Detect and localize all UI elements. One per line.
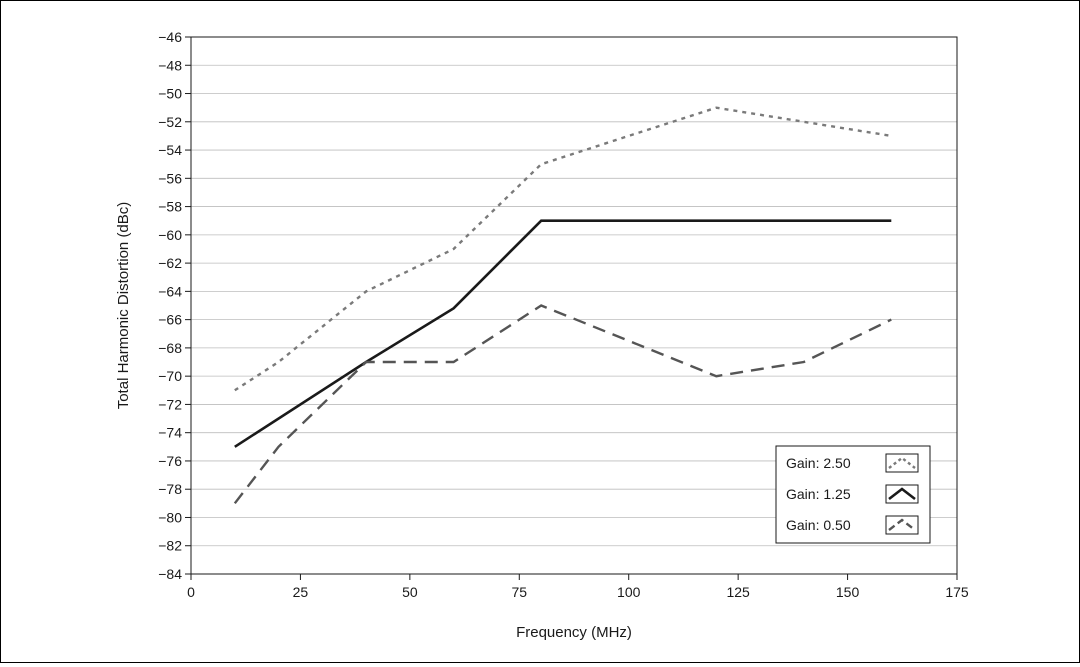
y-tick-label: −82 — [158, 538, 182, 554]
x-tick-label: 25 — [293, 584, 309, 600]
grid-lines — [191, 36, 957, 575]
y-tick-label: −74 — [158, 425, 182, 441]
x-tick-label: 0 — [187, 584, 195, 600]
plot-area — [190, 36, 958, 575]
y-tick-label: −80 — [158, 509, 182, 525]
x-tick-label: 175 — [945, 584, 969, 600]
y-tick-label: −60 — [158, 227, 182, 243]
legend-swatch-line — [888, 518, 916, 531]
legend-entry-label: Gain: 1.25 — [786, 486, 851, 502]
y-tick-label: −78 — [158, 481, 182, 497]
legend-entry-label: Gain: 2.50 — [786, 455, 851, 471]
y-tick-label: −70 — [158, 368, 182, 384]
y-tick-label: −62 — [158, 255, 182, 271]
y-tick-label: −84 — [158, 566, 182, 582]
legend-entry-label: Gain: 0.50 — [786, 517, 851, 533]
legend-swatch-box — [885, 453, 919, 473]
x-axis-label: Frequency (MHz) — [516, 624, 632, 641]
y-axis-ticks: −46 −48 −50 −52 −54 −56 −58 −60 −62 −64 −66 −68 −70 −… — [158, 29, 191, 582]
x-tick-label: 50 — [402, 584, 418, 600]
y-tick-label: −58 — [158, 199, 182, 215]
x-axis-ticks: 0 25 50 75 100 125 150 175 — [187, 574, 969, 600]
y-axis-label: Total Harmonic Distortion (dBc) — [115, 202, 132, 410]
y-tick-label: −76 — [158, 453, 182, 469]
legend-swatch-box — [885, 515, 919, 535]
y-tick-label: −46 — [158, 29, 182, 45]
series-line-3 — [233, 304, 892, 505]
y-tick-label: −68 — [158, 340, 182, 356]
legend-swatch-box — [885, 484, 919, 504]
y-tick-label: −50 — [158, 86, 182, 102]
y-tick-label: −54 — [158, 142, 182, 158]
x-tick-label: 125 — [726, 584, 750, 600]
y-tick-label: −66 — [158, 312, 182, 328]
legend-swatch-line — [888, 487, 916, 501]
x-tick-label: 100 — [617, 584, 641, 600]
legend: Gain: 2.50 Gain: 1.25 Gain: 0.50 — [775, 445, 931, 544]
y-tick-label: −56 — [158, 170, 182, 186]
y-tick-label: −72 — [158, 396, 182, 412]
series-line-2 — [234, 219, 892, 448]
y-tick-label: −52 — [158, 114, 182, 130]
x-tick-label: 75 — [511, 584, 527, 600]
y-tick-label: −48 — [158, 57, 182, 73]
x-tick-label: 150 — [836, 584, 860, 600]
y-tick-label: −64 — [158, 283, 182, 299]
series-lines — [233, 106, 892, 505]
